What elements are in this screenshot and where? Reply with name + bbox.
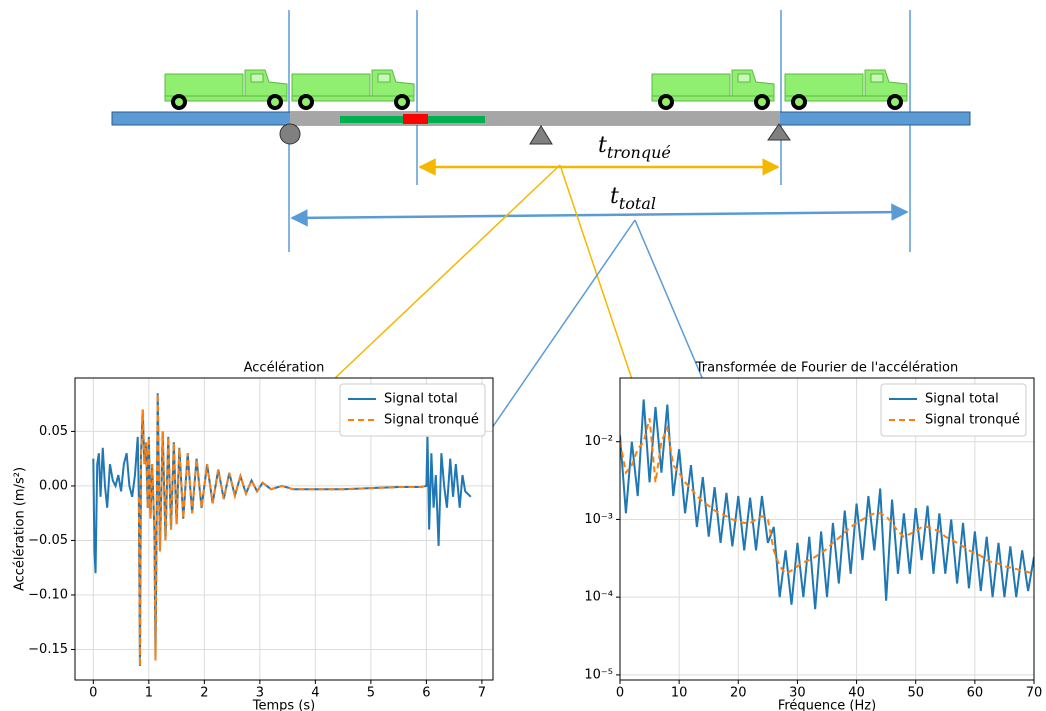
data-line [137,393,427,666]
x-tick-label: 30 [789,686,806,701]
plot-frame [619,377,1035,681]
plot-frame [74,377,494,681]
x-tick-label: 4 [311,686,319,701]
x-axis-label: Fréquence (Hz) [778,699,876,711]
legend-label: Signal total [925,392,999,407]
x-tick-label: 20 [730,686,747,701]
y-tick-label: 10⁻⁴ [584,590,613,605]
x-axis-label: Temps (s) [252,699,315,711]
legend-label: Signal total [384,392,458,407]
label-base: t [610,184,619,209]
support-roller [279,123,301,145]
legend-box [339,383,486,437]
y-tick-label: −0.05 [28,533,68,548]
data-line [620,418,1034,576]
x-tick-label: 7 [478,686,486,701]
x-tick-label: 3 [256,686,264,701]
support-pier [529,125,553,145]
x-tick-label: 70 [1026,686,1043,701]
chart-title: Accélération [244,361,325,376]
x-tick-label: 40 [848,686,865,701]
y-tick-label: 10⁻⁵ [584,667,613,682]
chart-title: Transformée de Fourier de l'accélération [695,361,958,376]
legend-label: Signal tronqué [925,413,1020,428]
truck [784,69,908,111]
label-base: t [598,133,607,158]
chart: 0 10 20 30 40 50 60 70 10⁻⁵ 10⁻⁴ 10⁻³ 10⁻² Transform… [584,361,1042,711]
data-line [620,399,1034,610]
support-pier [767,123,791,141]
y-tick-label: −0.15 [28,642,68,657]
x-tick-label: 0 [616,686,624,701]
x-tick-label: 1 [145,686,153,701]
x-tick-label: 10 [671,686,688,701]
truncated-time-label: ttronqué [598,133,671,162]
y-tick-label: −0.10 [28,587,68,602]
y-tick-label: 10⁻² [584,434,613,449]
x-tick-label: 60 [967,686,984,701]
chart: 0 1 2 3 4 5 6 7 −0.15 −0.10 −0.05 0.00 0.05 Accélérat… [13,361,494,711]
y-axis-label: Accélération (m/s²) [13,467,28,591]
sensor [403,114,428,124]
label-subscript: total [619,194,656,213]
legend-label: Signal tronqué [384,413,479,428]
legend: Signal total Signal tronqué [339,383,486,437]
y-tick-label: 0.05 [39,424,68,439]
data-line [92,393,472,666]
x-tick-label: 0 [89,686,97,701]
total-time-label: ttotal [610,184,656,213]
legend-box [880,383,1027,437]
truck [651,69,775,111]
total-span-arrow [290,203,909,227]
truck [291,69,415,111]
x-tick-label: 2 [200,686,208,701]
y-tick-label: 0.00 [39,478,68,493]
y-tick-label: 10⁻³ [584,512,613,527]
bridge-diagram: ttronqué ttotal [111,10,971,515]
truck [164,69,288,111]
x-tick-label: 6 [422,686,430,701]
x-tick-label: 50 [907,686,924,701]
label-subscript: tronqué [607,143,671,162]
legend: Signal total Signal tronqué [880,383,1027,437]
x-tick-label: 5 [367,686,375,701]
